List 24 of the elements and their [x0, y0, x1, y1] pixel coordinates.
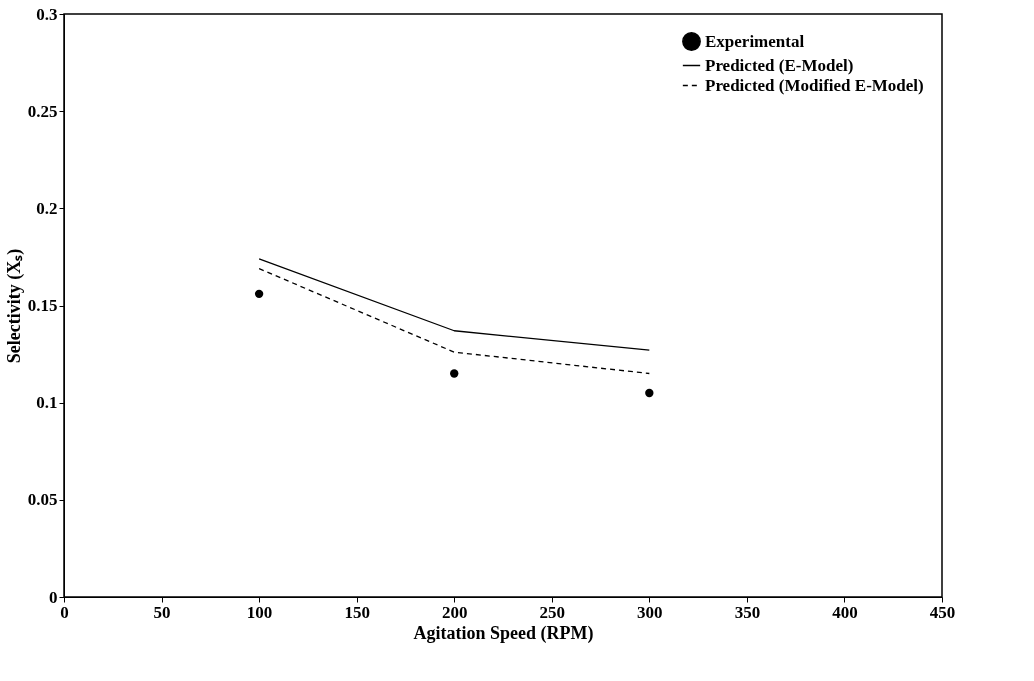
y-tick-label: 0.1	[36, 393, 58, 413]
x-tick-label: 100	[246, 602, 273, 622]
x-tick-label: 200	[441, 602, 468, 622]
y-tick-label: 0.05	[27, 490, 58, 510]
x-tick-label: 300	[637, 602, 663, 622]
legend-label: Predicted (Modified E-Model)	[705, 75, 924, 95]
x-tick-label: 450	[929, 602, 956, 622]
point	[645, 388, 654, 398]
x-tick-label: 50	[153, 602, 171, 622]
point	[254, 289, 264, 299]
x-axis-title: Agitation Speed (RPM)	[413, 622, 594, 644]
point	[450, 369, 459, 378]
y-axis-title: Selectivity (Xₛ)	[3, 248, 25, 364]
x-tick-label: 150	[344, 602, 370, 622]
y-tick-label: 0.3	[36, 4, 58, 24]
x-tick-label: 350	[734, 602, 761, 622]
legend-label: Predicted (E-Model)	[705, 55, 854, 75]
x-tick-label: 250	[539, 602, 566, 622]
y-tick-label: 0.2	[36, 198, 58, 218]
x-tick-label: 400	[832, 602, 858, 622]
y-tick-label: 0	[49, 587, 58, 607]
y-tick-label: 0.15	[27, 296, 58, 315]
legend-label: Experimental	[705, 31, 805, 51]
y-tick-label: 0.25	[27, 101, 58, 121]
